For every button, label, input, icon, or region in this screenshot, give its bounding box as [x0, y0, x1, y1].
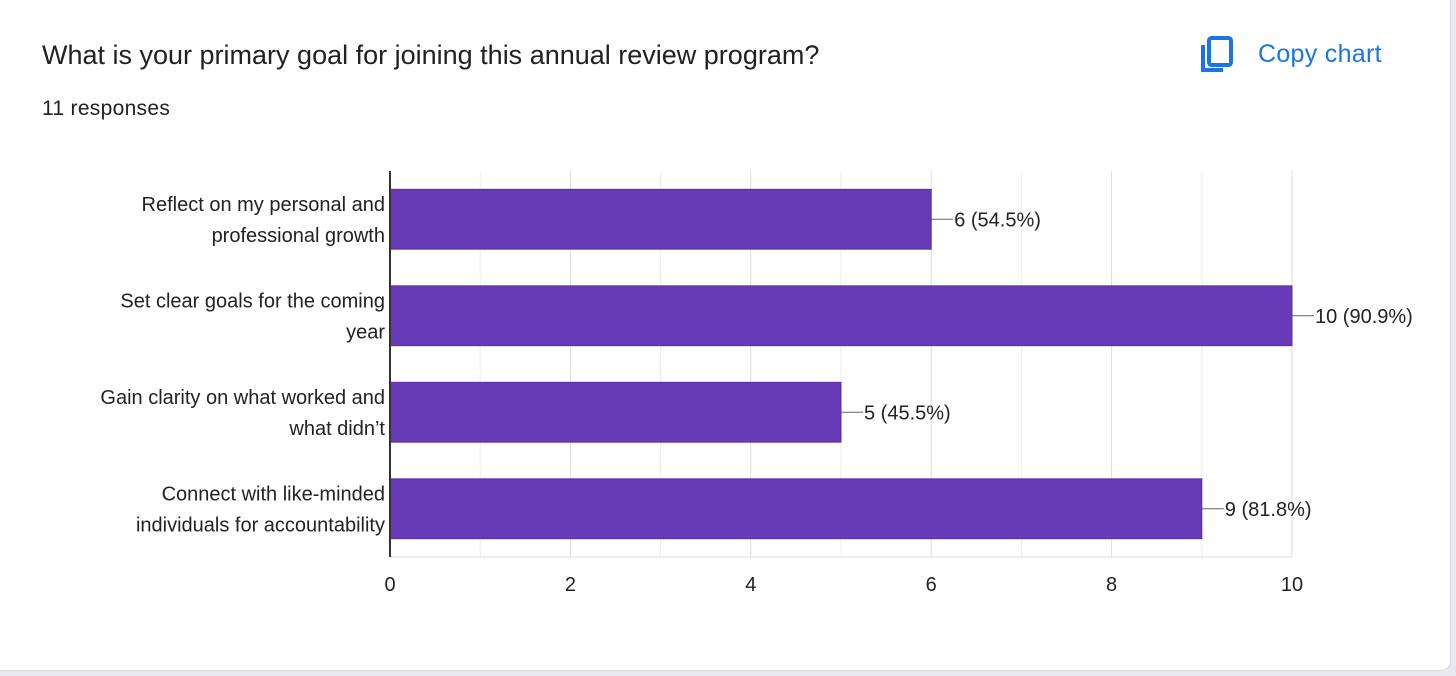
- x-tick-label: 0: [384, 574, 395, 596]
- category-label: Set clear goals for the coming: [120, 290, 385, 312]
- data-label: 5 (45.5%): [864, 402, 951, 424]
- category-label: year: [346, 321, 385, 343]
- x-tick-label: 10: [1281, 574, 1303, 596]
- copy-icon: [1201, 36, 1233, 72]
- category-label: professional growth: [212, 225, 385, 247]
- x-tick-label: 6: [926, 574, 937, 596]
- copy-chart-button[interactable]: Copy chart: [1196, 30, 1382, 78]
- data-label: 9 (81.8%): [1225, 499, 1312, 521]
- bar: [389, 285, 1293, 347]
- bar: [389, 381, 842, 443]
- x-tick-label: 4: [745, 574, 756, 596]
- data-label: 10 (90.9%): [1315, 306, 1413, 328]
- category-label: individuals for accountability: [136, 514, 385, 536]
- data-label: 6 (54.5%): [954, 209, 1041, 231]
- category-label: Gain clarity on what worked and: [100, 387, 385, 409]
- response-count: 11 responses: [42, 97, 171, 120]
- category-label: what didn’t: [288, 418, 385, 440]
- bar: [389, 478, 1203, 540]
- bar: [389, 188, 932, 250]
- copy-chart-label: Copy chart: [1258, 39, 1382, 68]
- category-label: Reflect on my personal and: [142, 194, 385, 216]
- category-label: Connect with like-minded: [162, 483, 385, 505]
- question-title: What is your primary goal for joining th…: [42, 40, 820, 70]
- x-tick-label: 8: [1106, 574, 1117, 596]
- x-tick-label: 2: [565, 574, 576, 596]
